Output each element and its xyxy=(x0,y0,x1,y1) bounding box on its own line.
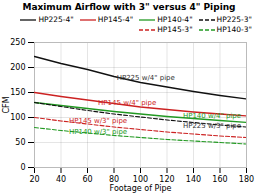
html-text:HP225-3": HP225-3" xyxy=(216,15,252,24)
html-text:HP225-4": HP225-4" xyxy=(38,15,74,24)
svg-text:HP145 w/3" pipe: HP145 w/3" pipe xyxy=(69,117,127,125)
html-text:Maximum Airflow with 3" versus: Maximum Airflow with 3" versus 4" Piping xyxy=(22,2,236,12)
svg-text:140: 140 xyxy=(186,175,201,184)
html-text:HP140-4": HP140-4" xyxy=(157,15,193,24)
html-text:HP145-3": HP145-3" xyxy=(157,25,193,34)
svg-text:HP140 w/4" pipe: HP140 w/4" pipe xyxy=(183,112,241,120)
svg-text:HP140 w/3" pipe: HP140 w/3" pipe xyxy=(69,128,127,136)
svg-text:180: 180 xyxy=(239,175,254,184)
html-text:HP145-4": HP145-4" xyxy=(97,15,134,24)
svg-text:100: 100 xyxy=(132,175,149,185)
svg-text:0: 0 xyxy=(20,163,25,172)
svg-text:250: 250 xyxy=(10,38,25,47)
svg-text:Footage of Pipe: Footage of Pipe xyxy=(110,184,172,193)
svg-text:HP145 w/4" pipe: HP145 w/4" pipe xyxy=(98,99,156,107)
svg-text:200: 200 xyxy=(10,63,25,72)
svg-text:80: 80 xyxy=(108,175,120,185)
svg-text:CFM: CFM xyxy=(2,96,11,113)
svg-text:50: 50 xyxy=(15,138,25,147)
svg-text:HP225 w/3" pipe: HP225 w/3" pipe xyxy=(183,122,241,130)
svg-text:HP225 w/4" pipe: HP225 w/4" pipe xyxy=(117,74,175,82)
svg-text:60: 60 xyxy=(82,175,92,184)
svg-text:100: 100 xyxy=(10,113,25,122)
svg-text:160: 160 xyxy=(212,175,227,184)
svg-text:40: 40 xyxy=(56,175,66,184)
svg-text:20: 20 xyxy=(29,175,39,184)
svg-text:150: 150 xyxy=(10,88,25,97)
html-text:HP140-3": HP140-3" xyxy=(216,25,252,34)
svg-text:120: 120 xyxy=(159,175,175,185)
